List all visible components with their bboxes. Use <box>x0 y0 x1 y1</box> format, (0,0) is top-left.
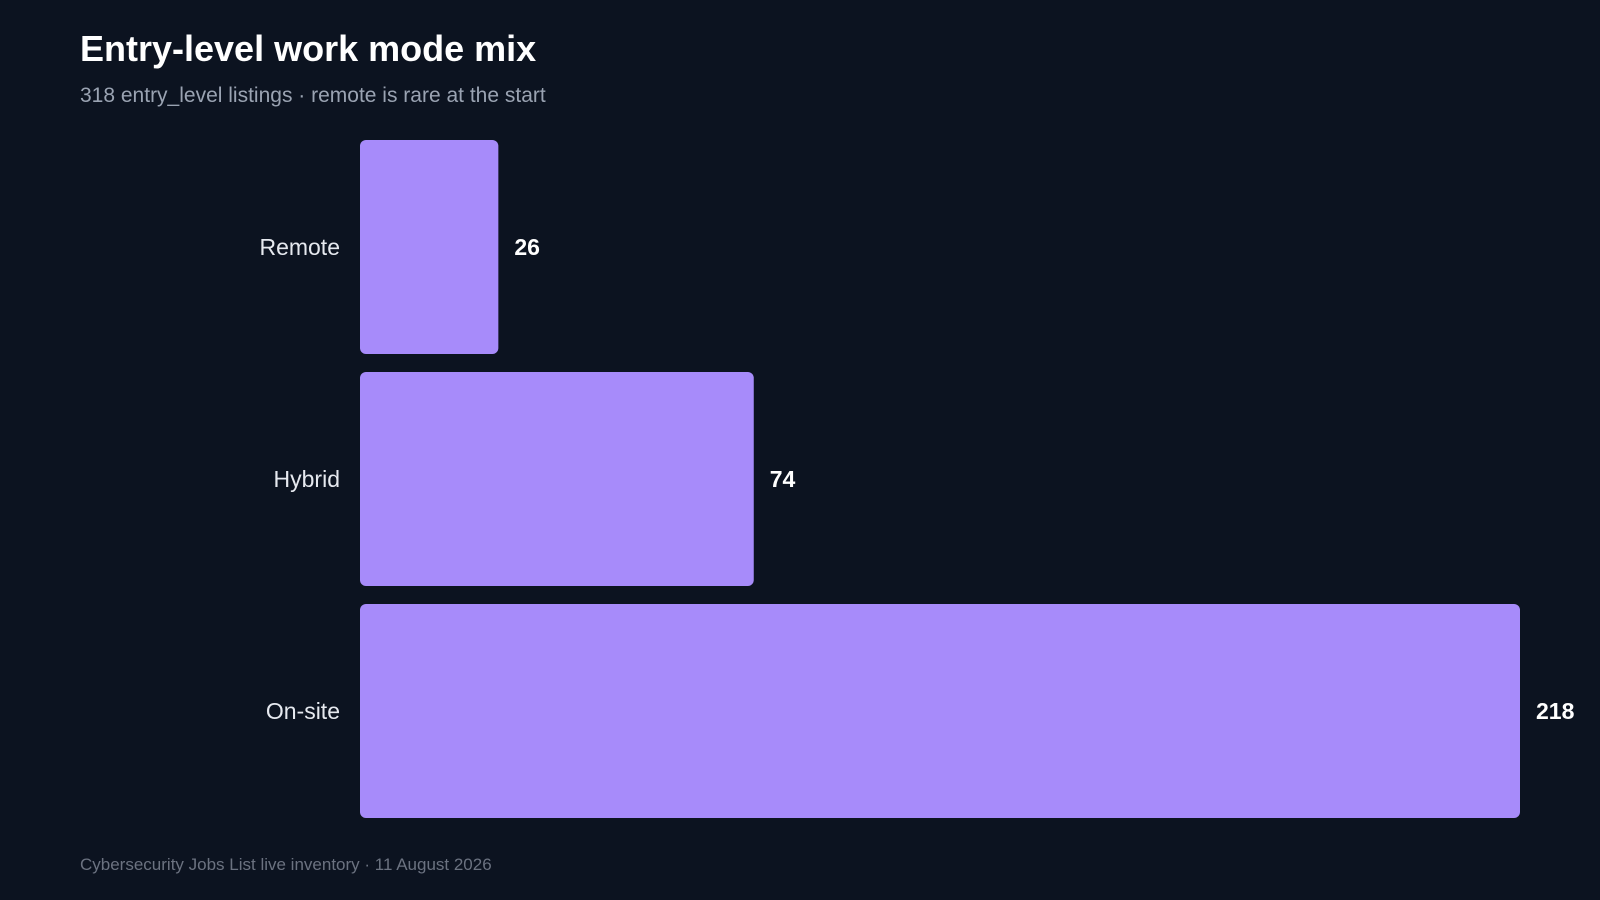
chart-title: Entry-level work mode mix <box>80 28 537 69</box>
chart-footer: Cybersecurity Jobs List live inventory ·… <box>80 855 492 874</box>
value-label: 74 <box>770 466 796 492</box>
category-label: Hybrid <box>274 466 340 492</box>
category-label: Remote <box>259 234 340 260</box>
chart-subtitle: 318 entry_level listings · remote is rar… <box>80 84 546 107</box>
category-label: On-site <box>266 698 340 724</box>
bar-on-site <box>360 604 1520 818</box>
bar-remote <box>360 140 499 354</box>
value-label: 26 <box>514 234 540 260</box>
bar-hybrid <box>360 372 754 586</box>
value-label: 218 <box>1536 698 1575 724</box>
